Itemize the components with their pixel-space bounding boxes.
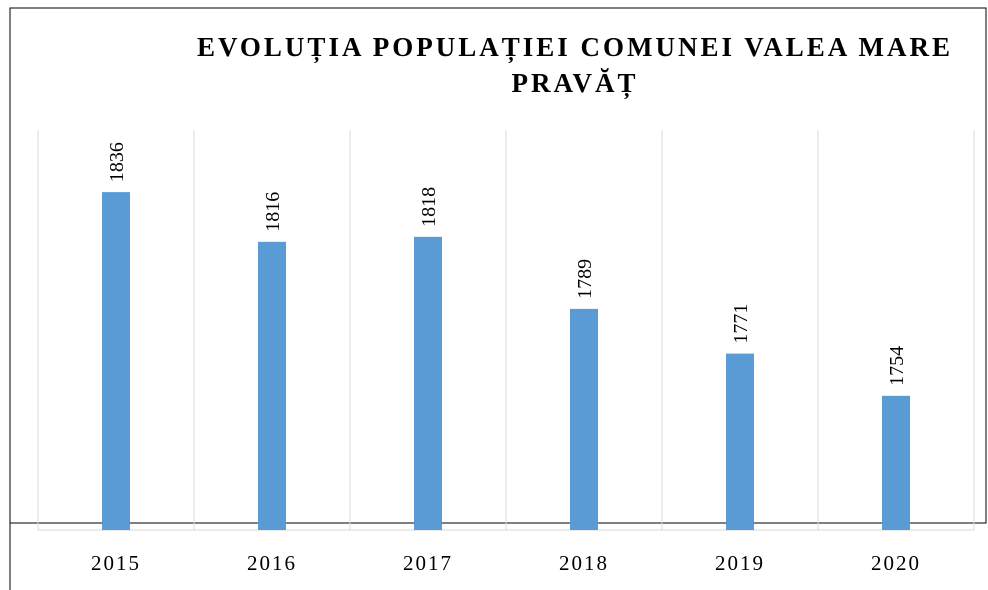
value-label: 1818 <box>418 187 440 227</box>
x-tick-label: 2019 <box>715 551 765 575</box>
frame <box>9 7 987 524</box>
x-tick-label: 2020 <box>871 551 921 575</box>
value-label: 1816 <box>262 192 284 232</box>
bar <box>570 308 598 530</box>
value-label: 1754 <box>886 346 908 386</box>
bar <box>882 395 910 530</box>
value-label: 1836 <box>106 142 128 182</box>
value-label: 1771 <box>730 304 752 344</box>
x-tick-label: 2017 <box>403 551 453 575</box>
x-tick-label: 2018 <box>559 551 609 575</box>
bar <box>414 236 442 531</box>
bar <box>258 241 286 530</box>
x-tick-label: 2016 <box>247 551 297 575</box>
bar <box>726 353 754 530</box>
x-tick-label: 2015 <box>91 551 141 575</box>
bar <box>102 192 130 530</box>
value-label: 1789 <box>574 259 596 299</box>
chart-title: EVOLUȚIA POPULAȚIEI COMUNEI VALEA MARE PR… <box>197 32 953 100</box>
